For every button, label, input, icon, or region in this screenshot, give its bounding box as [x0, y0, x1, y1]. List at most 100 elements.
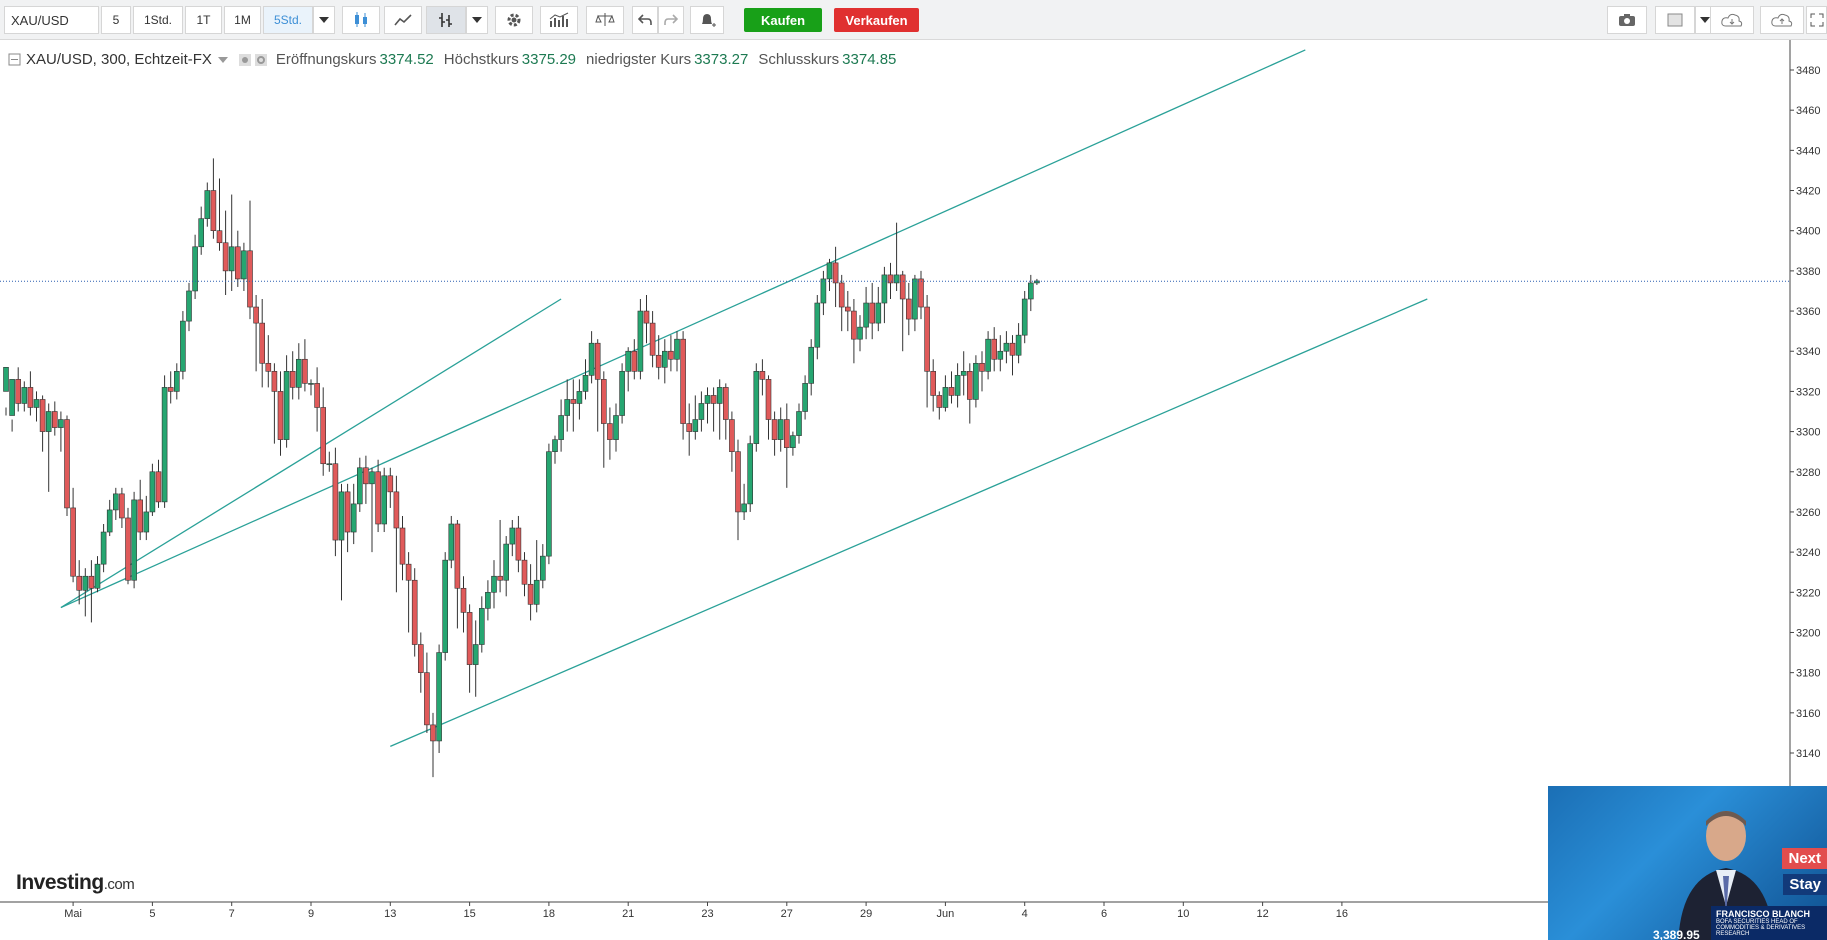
chevron-down-icon[interactable] — [217, 56, 228, 63]
close-label: Schlusskurs — [758, 51, 840, 68]
undo-button[interactable] — [632, 6, 658, 34]
candle-body — [820, 278, 827, 304]
time-tick-label: 13 — [384, 908, 396, 920]
candle-body — [119, 493, 125, 519]
compare-button[interactable] — [586, 6, 624, 34]
candle-body — [131, 499, 137, 581]
stay-button[interactable]: Stay — [1783, 874, 1827, 895]
price-tick-label: 3480 — [1796, 65, 1820, 77]
chevron-down-icon — [472, 17, 482, 23]
interval-5h-button[interactable]: 5Std. — [263, 6, 313, 34]
redo-icon — [664, 14, 678, 25]
candle-body — [94, 563, 101, 589]
candle-body — [857, 326, 863, 340]
interval-dropdown-button[interactable] — [313, 6, 335, 34]
candle-body — [277, 391, 284, 440]
candle-body — [45, 411, 52, 432]
candle-body — [308, 383, 314, 385]
screenshot-button[interactable] — [1607, 6, 1647, 34]
candle-body — [838, 282, 845, 308]
eye-icon[interactable] — [238, 53, 252, 67]
candle-body — [991, 338, 998, 360]
symbol-input[interactable]: XAU/USD — [4, 6, 99, 34]
caption-sub: BOFA SECURITIES HEAD OF COMMODITIES & DE… — [1716, 919, 1806, 937]
next-button[interactable]: Next — [1782, 848, 1827, 869]
collapse-icon[interactable] — [8, 53, 22, 67]
candle-body — [295, 358, 302, 388]
candle-body — [692, 419, 699, 432]
candle-body — [552, 439, 558, 452]
alert-button[interactable] — [690, 6, 724, 34]
price-axis[interactable]: 3140 3160 3180 3200 3220 3240 3260 3280 3300 3320… — [1789, 40, 1827, 912]
candle-body — [918, 278, 924, 308]
candle-body — [973, 362, 979, 400]
candle-body — [1028, 282, 1034, 300]
layout-button[interactable] — [1655, 6, 1695, 34]
candles — [3, 158, 1040, 778]
trendline[interactable] — [60, 298, 562, 609]
line-style-button[interactable] — [384, 6, 422, 34]
candle-body — [460, 587, 467, 613]
trendline[interactable] — [60, 49, 1306, 609]
candles-style-button[interactable] — [342, 6, 380, 34]
time-tick-label: 7 — [229, 908, 235, 920]
cloud-load-button[interactable] — [1710, 6, 1754, 34]
indicators-button[interactable] — [540, 6, 578, 34]
time-tick-label: 6 — [1101, 908, 1107, 920]
gear-icon — [507, 13, 521, 27]
drawing-tools-button[interactable] — [426, 6, 466, 34]
candle-body — [594, 342, 601, 380]
candle-body — [399, 527, 406, 565]
price-tick-label: 3380 — [1796, 266, 1820, 278]
candle-body — [680, 338, 686, 424]
trendline[interactable] — [390, 298, 1428, 747]
interval-1m-button[interactable]: 1M — [224, 6, 261, 34]
candle-body — [491, 575, 497, 593]
buy-button[interactable]: Kaufen — [744, 8, 822, 32]
candle-body — [64, 419, 70, 509]
candle-body — [344, 491, 351, 533]
candle-body — [777, 419, 784, 440]
candle-body — [802, 383, 808, 412]
time-tick-label: Jun — [937, 908, 955, 920]
settings-button[interactable] — [495, 6, 533, 34]
video-player[interactable]: Next Stay FRANCISCO BLANCH BOFA SECURITI… — [1548, 786, 1827, 940]
time-axis[interactable]: Mai 5 7 9 13 15 18 21 23 27 29 Jun 4 6 10 12 16 — [0, 901, 1790, 920]
price-chart[interactable]: 3374.8 314031603180320032203240326032803… — [0, 40, 1827, 940]
sell-button[interactable]: Verkaufen — [834, 8, 919, 32]
candlestick-icon — [355, 12, 367, 27]
candle-body — [735, 451, 741, 513]
candle-body — [350, 503, 357, 533]
candle-body — [948, 387, 955, 396]
candle-body — [619, 371, 625, 416]
redo-button[interactable] — [658, 6, 684, 34]
candle-body — [27, 387, 34, 408]
fullscreen-button[interactable] — [1806, 6, 1827, 34]
undo-icon — [638, 14, 652, 25]
candle-body — [356, 467, 363, 505]
candle-body — [472, 644, 479, 665]
time-tick-label: Mai — [64, 908, 82, 920]
drawing-dropdown-button[interactable] — [466, 6, 488, 34]
trendlines[interactable] — [60, 49, 1428, 747]
time-tick-label: 27 — [781, 908, 793, 920]
candle-body — [198, 218, 204, 248]
candle-body — [271, 371, 278, 392]
candle-body — [881, 274, 888, 304]
ticker-value: 3,389.95 — [1653, 928, 1700, 940]
candle-body — [210, 190, 217, 232]
scale-icon — [595, 13, 615, 26]
price-tick-label: 3280 — [1796, 467, 1820, 479]
candle-body — [753, 371, 760, 444]
interval-1h-button[interactable]: 1Std. — [133, 6, 183, 34]
interval-5-button[interactable]: 5 — [101, 6, 131, 34]
candle-body — [88, 575, 95, 589]
interval-1d-button[interactable]: 1T — [185, 6, 222, 34]
candle-body — [381, 475, 388, 525]
candle-body — [729, 419, 735, 452]
line-chart-icon — [394, 14, 412, 26]
cloud-save-button[interactable] — [1760, 6, 1804, 34]
candle-body — [143, 511, 150, 533]
settings-icon[interactable] — [254, 53, 268, 67]
candle-body — [247, 250, 253, 308]
